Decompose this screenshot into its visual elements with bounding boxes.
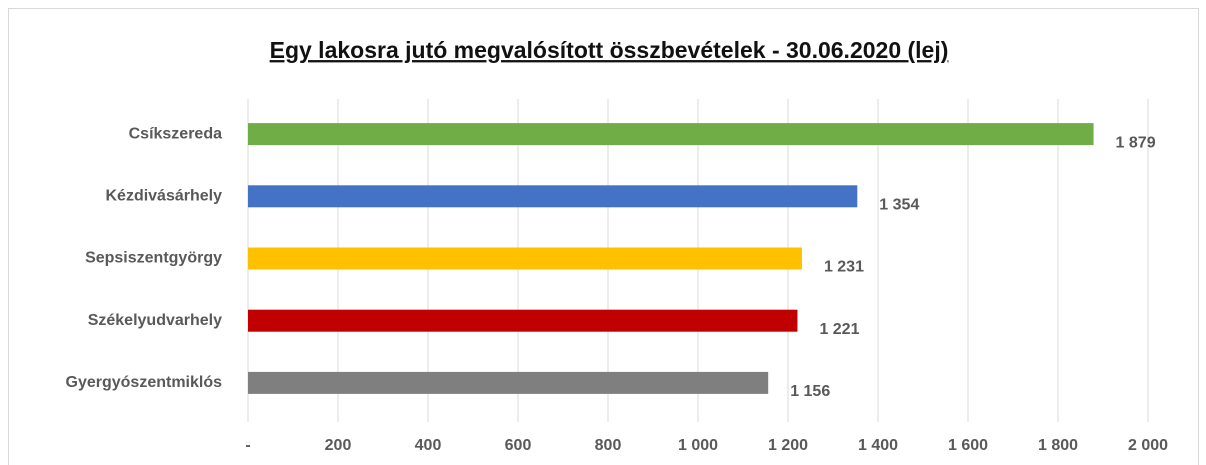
- bar: [248, 247, 802, 270]
- x-tick-label: 1 800: [1038, 437, 1078, 454]
- x-tick-label: 800: [595, 437, 622, 454]
- data-label: 1 879: [1116, 134, 1156, 151]
- chart-title: Egy lakosra jutó megvalósított összbevét…: [270, 37, 949, 63]
- y-tick-label: Kézdivásárhely: [105, 188, 222, 205]
- y-tick-label: Gyergyószentmiklós: [66, 374, 223, 391]
- bar: [248, 185, 858, 208]
- x-tick-label: 2 000: [1128, 437, 1168, 454]
- y-tick-label: Csíkszereda: [129, 125, 222, 142]
- data-label: 1 156: [790, 383, 830, 400]
- y-tick-label: Székelyudvarhely: [88, 312, 222, 329]
- x-tick-label: 1 000: [678, 437, 718, 454]
- x-tick-label: 1 600: [948, 437, 988, 454]
- bar: [248, 371, 769, 394]
- bar: [248, 123, 1094, 146]
- y-tick-label: Sepsiszentgyörgy: [85, 250, 222, 267]
- x-tick-label: 1 200: [768, 437, 808, 454]
- data-label: 1 354: [879, 197, 919, 214]
- data-label: 1 231: [824, 259, 864, 276]
- x-tick-label: 400: [415, 437, 442, 454]
- x-tick-label: 200: [325, 437, 352, 454]
- bar: [248, 309, 798, 332]
- x-tick-label: -: [245, 437, 250, 454]
- chart-border: [8, 8, 1199, 465]
- data-label: 1 221: [819, 321, 859, 338]
- x-tick-label: 600: [505, 437, 532, 454]
- x-tick-label: 1 400: [858, 437, 898, 454]
